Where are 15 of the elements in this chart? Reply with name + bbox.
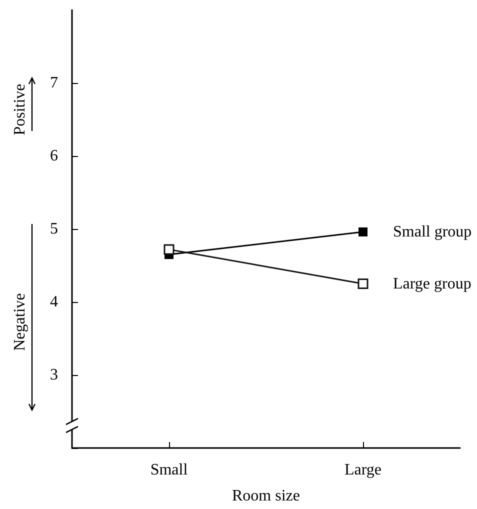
y-tick-label: 5 xyxy=(50,220,58,238)
x-tick-label: Small xyxy=(150,462,188,478)
x-axis-title: Room size xyxy=(232,488,300,504)
x-tick-label: Large xyxy=(344,462,382,478)
y-tick-label: 7 xyxy=(50,74,58,92)
point xyxy=(358,278,368,289)
y-tick-label: 3 xyxy=(50,366,58,384)
point xyxy=(164,244,174,255)
y-tick-label: 4 xyxy=(50,294,58,310)
text: Negative xyxy=(12,293,28,351)
point xyxy=(358,227,368,236)
series-label: Large group xyxy=(393,275,472,292)
series-label: Small group xyxy=(393,223,472,240)
y-tick-label: 6 xyxy=(50,148,58,164)
text: Positive xyxy=(12,84,28,136)
